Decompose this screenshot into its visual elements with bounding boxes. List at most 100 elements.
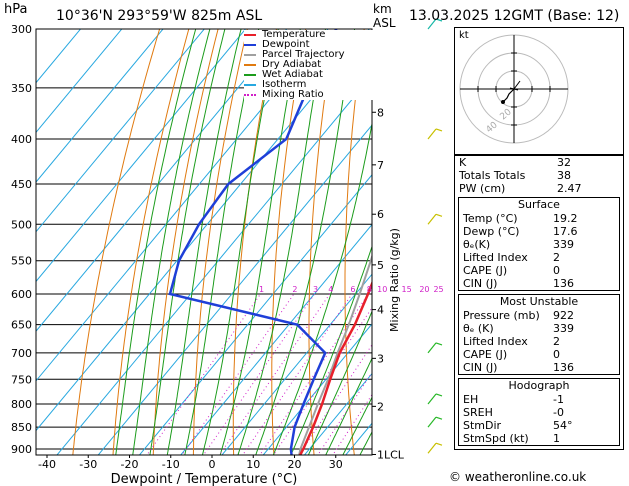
surface-row: Lifted Index 2 <box>459 251 619 264</box>
mixing-ratio-label: 25 <box>433 285 443 294</box>
mixing-ratio-line <box>242 293 353 455</box>
wet-adiabat-line <box>342 396 372 455</box>
legend-label: Isotherm <box>262 79 307 90</box>
surface-row: CAPE (J) 0 <box>459 264 619 277</box>
legend-swatch <box>244 34 256 36</box>
index-label: Totals Totals <box>459 169 526 182</box>
surface-value: 0 <box>553 264 560 277</box>
surface-label: CIN (J) <box>463 277 498 290</box>
hodograph-axis-ticks <box>477 52 551 126</box>
surface-row: Temp (°C) 19.2 <box>459 212 619 225</box>
wet-adiabat-line <box>149 29 226 455</box>
storm-motion-cross <box>509 87 519 91</box>
surface-title: Surface <box>518 198 560 211</box>
wind-barb-staff <box>427 442 437 454</box>
mixing-ratio-label: 6 <box>350 285 355 294</box>
index-row-totals: Totals Totals 38 <box>455 169 623 182</box>
legend-swatch <box>244 64 256 66</box>
pressure-tick-label: 700 <box>11 347 32 360</box>
hodo-label: StmSpd (kt) <box>463 432 529 445</box>
mixing-ratio-label: 3 <box>313 285 318 294</box>
mixing-ratio-label: 1 <box>259 285 264 294</box>
mixing-ratio-label: 20 <box>419 285 429 294</box>
location-title: 10°36'N 293°59'W 825m ASL <box>56 8 263 24</box>
hodo-value: -1 <box>553 393 564 406</box>
most-unstable-title: Most Unstable <box>499 295 579 308</box>
legend-swatch <box>244 94 256 96</box>
wind-barb-flag <box>435 393 443 397</box>
legend-item-wet-adiabat: Wet Adiabat <box>244 70 384 80</box>
pressure-tick-label: 600 <box>11 288 32 301</box>
mixing-ratio-label: 4 <box>328 285 333 294</box>
legend-swatch <box>244 84 256 86</box>
wet-adiabat-line <box>132 29 211 455</box>
mu-value: 136 <box>553 361 574 374</box>
pressure-tick-label: 550 <box>11 255 32 268</box>
mu-row: CAPE (J) 0 <box>459 348 619 361</box>
dry-adiabat-line <box>308 29 336 455</box>
surface-row: CIN (J) 136 <box>459 277 619 290</box>
temperature-tick-label: -10 <box>162 458 180 471</box>
surface-value: 19.2 <box>553 212 578 225</box>
hodo-row: EH -1 <box>459 393 619 406</box>
pressure-tick-label: 650 <box>11 319 32 332</box>
wind-barb-staff <box>427 393 437 405</box>
legend-item-parcel: Parcel Trajectory <box>244 50 384 60</box>
dewpoint-line <box>168 29 338 455</box>
hodograph-stats-title: Hodograph <box>508 379 570 392</box>
wind-barb-staff <box>427 128 437 140</box>
mu-label: CAPE (J) <box>463 348 508 361</box>
temperature-tick-label: -30 <box>79 458 97 471</box>
mu-row: Lifted Index 2 <box>459 335 619 348</box>
dry-adiabat-line <box>271 29 307 455</box>
surface-label: CAPE (J) <box>463 264 508 277</box>
hodograph-trace <box>502 88 515 103</box>
wet-adiabat-line <box>272 121 372 455</box>
surface-label: Lifted Index <box>463 251 528 264</box>
mu-row: θₑ (K) 339 <box>459 322 619 335</box>
hodo-label: StmDir <box>463 419 502 432</box>
pressure-tick-label: 850 <box>11 421 32 434</box>
wind-barb-flag <box>435 416 443 420</box>
mu-value: 2 <box>553 335 560 348</box>
temperature-line <box>298 280 372 455</box>
isotherm-line <box>36 29 164 183</box>
hodograph-stats-section: Hodograph EH -1 SREH -0 StmDir 54° StmSpd (… <box>458 378 620 446</box>
isotherm-line <box>36 29 205 233</box>
hodo-row: StmSpd (kt) 1 <box>459 432 619 445</box>
km-tick-label: 1LCL <box>377 448 405 461</box>
mixing-ratio-label: 2 <box>292 285 297 294</box>
surface-value: 17.6 <box>553 225 578 238</box>
legend-item-dewpoint: Dewpoint <box>244 40 384 50</box>
wet-adiabat-line <box>237 29 327 455</box>
wet-adiabat-line <box>307 310 372 455</box>
wet-adiabat-line <box>219 29 301 455</box>
surface-row: Dewp (°C) 17.6 <box>459 225 619 238</box>
storm-motion-vector <box>513 80 521 90</box>
hodo-value: 54° <box>553 419 573 432</box>
wet-adiabat-line <box>325 357 372 455</box>
wind-barb-staff <box>427 416 437 428</box>
wind-barb-flag <box>435 342 443 346</box>
x-axis-title: Dewpoint / Temperature (°C) <box>111 472 298 486</box>
hodo-row: SREH -0 <box>459 406 619 419</box>
km-tick-label: 2 <box>377 400 384 413</box>
index-label: PW (cm) <box>459 182 506 195</box>
hodograph-panel: kt 20 40 <box>454 27 624 155</box>
mu-label: CIN (J) <box>463 361 498 374</box>
wind-barb-flag <box>435 442 443 446</box>
chart-legend: Temperature Dewpoint Parcel Trajectory D… <box>244 30 384 100</box>
legend-label: Mixing Ratio <box>262 89 324 100</box>
plot-area <box>36 29 372 455</box>
km-tick-label: 8 <box>377 106 384 119</box>
temperature-tick-label: 0 <box>209 458 216 471</box>
km-tick-label: 7 <box>377 159 384 172</box>
pressure-tick-label: 900 <box>11 443 32 456</box>
mixing-ratio-label: 8 <box>367 285 372 294</box>
hodo-label: SREH <box>463 406 493 419</box>
copyright-footer[interactable]: © weatheronline.co.uk <box>449 470 587 484</box>
temperature-tick-label: 20 <box>288 458 302 471</box>
pressure-tick-label: 800 <box>11 398 32 411</box>
isotherm-line <box>36 29 82 84</box>
